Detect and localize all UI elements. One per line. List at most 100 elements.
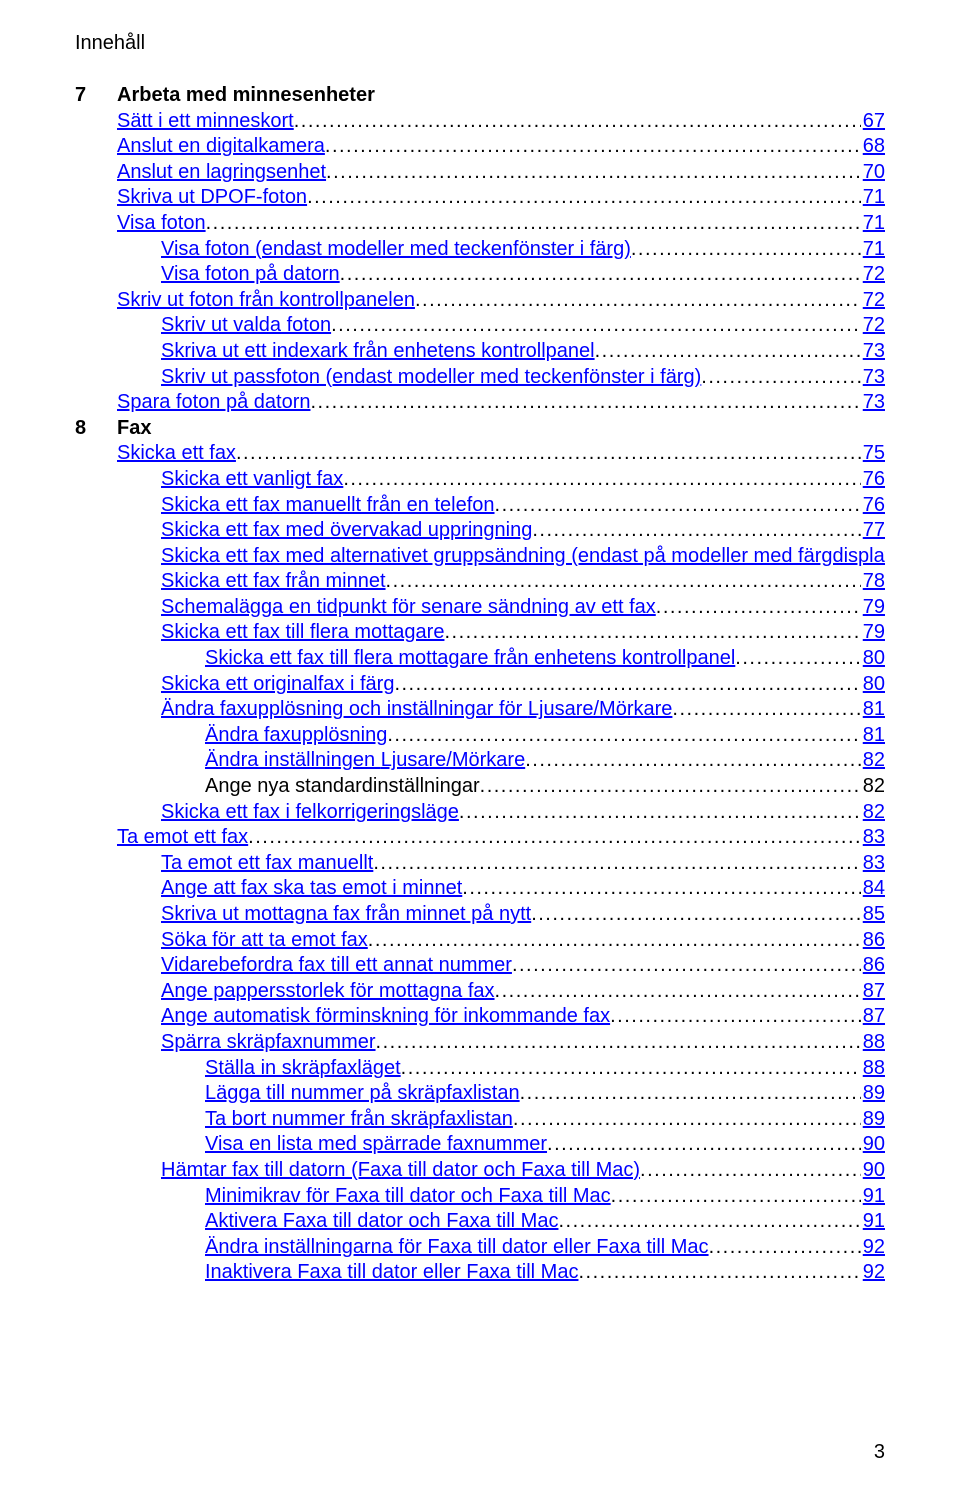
toc-entry-page: 89 [861, 1107, 885, 1133]
toc-entry-title: Lägga till nummer på skräpfaxlistan [205, 1081, 520, 1107]
running-header: Innehåll [75, 32, 885, 55]
toc-entry[interactable]: Anslut en lagringsenhet70 [75, 160, 885, 186]
toc-entry[interactable]: Sätt i ett minneskort67 [75, 109, 885, 135]
toc-entry-title: Visa foton (endast modeller med teckenfö… [161, 237, 631, 263]
toc-entry[interactable]: Ta emot ett fax83 [75, 825, 885, 851]
toc-entry-page: 88 [861, 1056, 885, 1082]
toc-chapter-number: 8 [75, 416, 117, 442]
toc-entry[interactable]: Spärra skräpfaxnummer88 [75, 1030, 885, 1056]
toc-entry-title: Minimikrav för Faxa till dator och Faxa … [205, 1184, 611, 1210]
toc-entry-page: 88 [861, 1030, 885, 1056]
toc-entry-page: 72 [861, 313, 885, 339]
toc-entry-page: 90 [861, 1158, 885, 1184]
toc-entry[interactable]: Skicka ett fax med alternativet gruppsän… [75, 544, 885, 570]
toc-leader [595, 339, 861, 365]
toc-entry[interactable]: Ange att fax ska tas emot i minnet84 [75, 876, 885, 902]
toc-entry[interactable]: Ändra inställningarna för Faxa till dato… [75, 1235, 885, 1261]
toc-entry[interactable]: Skriv ut valda foton72 [75, 313, 885, 339]
toc-entry[interactable]: Ta bort nummer från skräpfaxlistan89 [75, 1107, 885, 1133]
toc-entry-page: 92 [861, 1235, 885, 1261]
toc-entry[interactable]: Minimikrav för Faxa till dator och Faxa … [75, 1184, 885, 1210]
toc-entry[interactable]: Skicka ett fax från minnet78 [75, 569, 885, 595]
toc-leader [495, 979, 861, 1005]
toc-entry[interactable]: Ange pappersstorlek för mottagna fax87 [75, 979, 885, 1005]
toc-entry-title: Skicka ett fax till flera mottagare [161, 620, 444, 646]
toc-entry-title: Anslut en digitalkamera [117, 134, 325, 160]
toc-entry-title: Vidarebefordra fax till ett annat nummer [161, 953, 512, 979]
toc-entry-page: 80 [861, 646, 885, 672]
toc-entry-title: Visa en lista med spärrade faxnummer [205, 1132, 547, 1158]
toc-entry-title: Ändra faxupplösning och inställningar fö… [161, 697, 672, 723]
toc-entry[interactable]: Ta emot ett fax manuellt83 [75, 851, 885, 877]
toc-entry-title: Visa foton [117, 211, 206, 237]
toc-entry-title: Inaktivera Faxa till dator eller Faxa ti… [205, 1260, 578, 1286]
toc-entry-title: Skicka ett fax manuellt från en telefon [161, 493, 495, 519]
toc-entry[interactable]: Skriva ut DPOF-foton 71 [75, 185, 885, 211]
toc-entry-title: Ställa in skräpfaxläget [205, 1056, 401, 1082]
toc-entry[interactable]: Visa foton 71 [75, 211, 885, 237]
toc-leader [513, 1107, 861, 1133]
toc-entry-title: Skicka ett vanligt fax [161, 467, 343, 493]
toc-entry-page: 79 [861, 620, 885, 646]
toc-entry-page: 73 [861, 339, 885, 365]
toc-entry[interactable]: Skriva ut ett indexark från enhetens kon… [75, 339, 885, 365]
toc-entry-page: 91 [861, 1184, 885, 1210]
toc-entry-title: Skriva ut ett indexark från enhetens kon… [161, 339, 595, 365]
toc-entry-title: Skriva ut DPOF-foton [117, 185, 307, 211]
toc-leader [709, 1235, 861, 1261]
toc-leader [376, 1030, 861, 1056]
toc-entry-page: 81 [861, 697, 885, 723]
toc-entry-title: Skicka ett fax till flera mottagare från… [205, 646, 735, 672]
toc-entry[interactable]: Ändra faxupplösning och inställningar fö… [75, 697, 885, 723]
toc-leader [325, 134, 861, 160]
toc-entry[interactable]: Aktivera Faxa till dator och Faxa till M… [75, 1209, 885, 1235]
toc-entry-title: Hämtar fax till datorn (Faxa till dator … [161, 1158, 640, 1184]
toc-entry[interactable]: Skicka ett fax75 [75, 441, 885, 467]
toc-entry-page: 80 [861, 672, 885, 698]
toc-leader [307, 185, 861, 211]
toc-entry-page: 71 [861, 185, 885, 211]
toc-entry[interactable]: Spara foton på datorn73 [75, 390, 885, 416]
toc-entry[interactable]: Skicka ett fax manuellt från en telefon 7… [75, 493, 885, 519]
toc-entry[interactable]: Anslut en digitalkamera68 [75, 134, 885, 160]
toc-entry-title: Visa foton på datorn [161, 262, 340, 288]
toc-entry-page: 71 [861, 211, 885, 237]
toc-leader [340, 262, 861, 288]
toc-entry[interactable]: Lägga till nummer på skräpfaxlistan89 [75, 1081, 885, 1107]
toc-entry[interactable]: Skicka ett fax till flera mottagare 79 [75, 620, 885, 646]
toc-entry[interactable]: Visa en lista med spärrade faxnummer90 [75, 1132, 885, 1158]
toc-chapter: 7Arbeta med minnesenheter [75, 83, 885, 109]
toc-entry[interactable]: Skicka ett vanligt fax76 [75, 467, 885, 493]
toc-entry[interactable]: Ställa in skräpfaxläget 88 [75, 1056, 885, 1082]
toc-entry[interactable]: Skicka ett fax till flera mottagare från… [75, 646, 885, 672]
toc-leader [525, 748, 861, 774]
toc-entry[interactable]: Skriv ut passfoton (endast modeller med … [75, 365, 885, 391]
toc-entry[interactable]: Visa foton på datorn 72 [75, 262, 885, 288]
toc-entry-page: 76 [861, 493, 885, 519]
toc-leader [656, 595, 861, 621]
toc-leader [672, 697, 860, 723]
toc-entry-page: 86 [861, 953, 885, 979]
toc-entry[interactable]: Schemalägga en tidpunkt för senare sändn… [75, 595, 885, 621]
toc-entry[interactable]: Ändra faxupplösning81 [75, 723, 885, 749]
toc-entry-page: 83 [861, 825, 885, 851]
toc-entry-page: 72 [861, 262, 885, 288]
toc-entry[interactable]: Söka för att ta emot fax86 [75, 928, 885, 954]
toc-entry[interactable]: Ändra inställningen Ljusare/Mörkare82 [75, 748, 885, 774]
toc-entry[interactable]: Hämtar fax till datorn (Faxa till dator … [75, 1158, 885, 1184]
toc-entry[interactable]: Visa foton (endast modeller med teckenfö… [75, 237, 885, 263]
toc-entry[interactable]: Skicka ett fax med övervakad uppringning… [75, 518, 885, 544]
toc-entry[interactable]: Inaktivera Faxa till dator eller Faxa ti… [75, 1260, 885, 1286]
toc-entry[interactable]: Ange automatisk förminskning för inkomma… [75, 1004, 885, 1030]
toc-leader [495, 493, 861, 519]
toc-entry[interactable]: Vidarebefordra fax till ett annat nummer… [75, 953, 885, 979]
toc-entry-title: Skicka ett originalfax i färg [161, 672, 394, 698]
toc-entry[interactable]: Skicka ett originalfax i färg 80 [75, 672, 885, 698]
toc-entry-title: Schemalägga en tidpunkt för senare sändn… [161, 595, 656, 621]
toc-entry-page: 83 [861, 851, 885, 877]
toc-entry[interactable]: Skriv ut foton från kontrollpanelen72 [75, 288, 885, 314]
toc-entry-page: 73 [861, 390, 885, 416]
toc-entry[interactable]: Skriva ut mottagna fax från minnet på ny… [75, 902, 885, 928]
toc-entry-title: Sätt i ett minneskort [117, 109, 294, 135]
toc-entry[interactable]: Skicka ett fax i felkorrigeringsläge82 [75, 800, 885, 826]
